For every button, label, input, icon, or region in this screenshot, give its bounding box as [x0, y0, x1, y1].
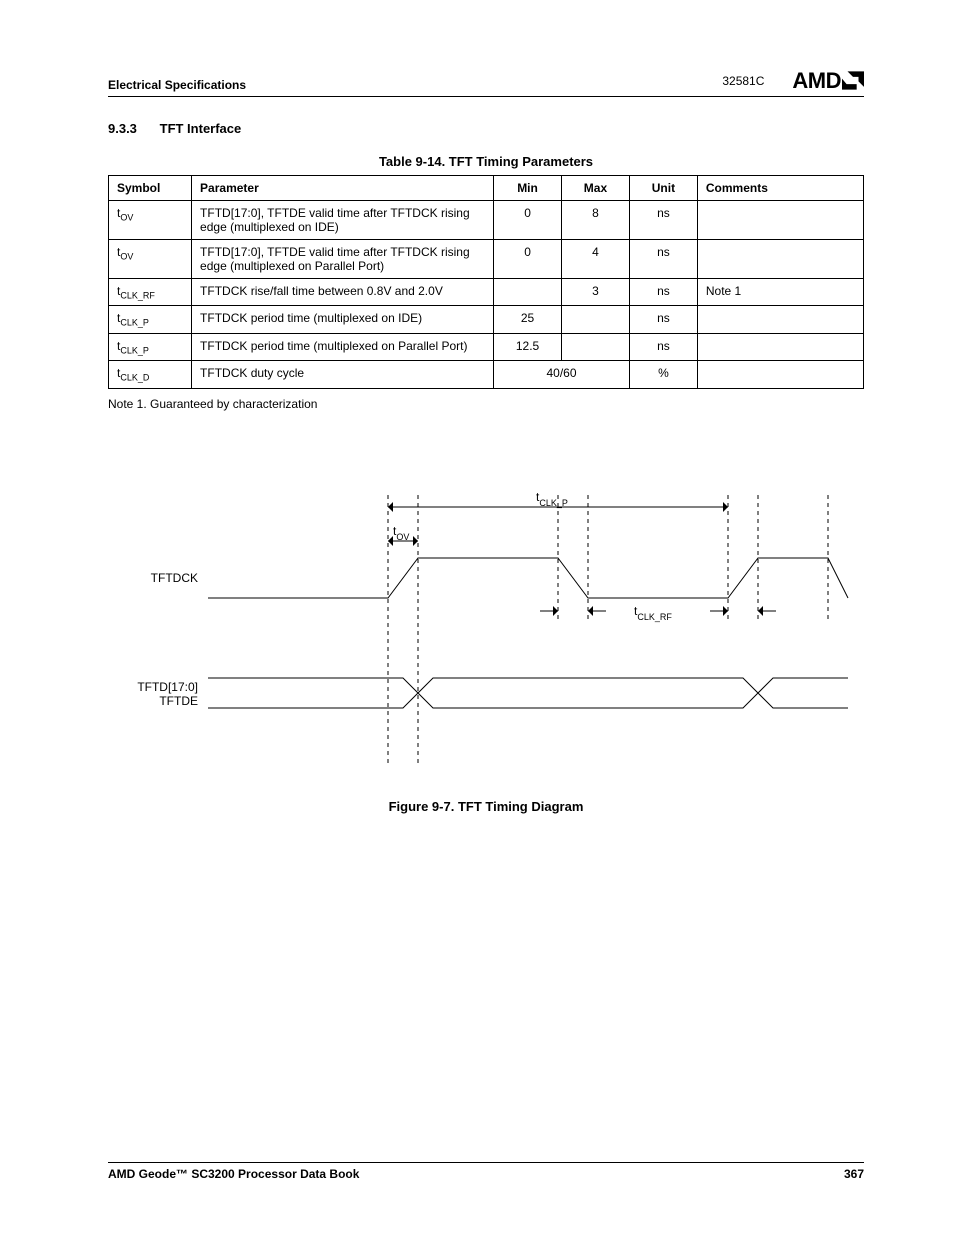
- min-cell: 12.5: [494, 333, 562, 360]
- parameter-cell: TFTDCK rise/fall time between 0.8V and 2…: [192, 279, 494, 306]
- table-header-cell: Unit: [629, 176, 697, 201]
- max-cell: 4: [562, 240, 630, 279]
- table-note: Note 1. Guaranteed by characterization: [108, 397, 864, 411]
- comments-cell: Note 1: [697, 279, 863, 306]
- table-row: tCLK_RFTFTDCK rise/fall time between 0.8…: [109, 279, 864, 306]
- svg-text:tCLK_RF: tCLK_RF: [634, 604, 672, 622]
- footer-page-number: 367: [844, 1167, 864, 1181]
- parameter-cell: TFTDCK duty cycle: [192, 361, 494, 388]
- timing-diagram-svg: tCLK_P tOV tCLK_RF TFTDCK TFTD[17:0]TFTDE: [108, 463, 864, 783]
- symbol-cell: tOV: [109, 240, 192, 279]
- svg-text:TFTDCK: TFTDCK: [151, 571, 198, 585]
- timing-table: SymbolParameterMinMaxUnitComments tOVTFT…: [108, 175, 864, 389]
- amd-arrow-icon: [842, 71, 864, 90]
- comments-cell: [697, 306, 863, 333]
- section-heading: 9.3.3 TFT Interface: [108, 121, 864, 136]
- table-row: tCLK_PTFTDCK period time (multiplexed on…: [109, 333, 864, 360]
- unit-cell: ns: [629, 279, 697, 306]
- unit-cell: %: [629, 361, 697, 388]
- svg-text:tCLK_P: tCLK_P: [536, 490, 568, 508]
- comments-cell: [697, 240, 863, 279]
- unit-cell: ns: [629, 240, 697, 279]
- amd-logo: AMD: [792, 70, 864, 92]
- comments-cell: [697, 201, 863, 240]
- table-header-cell: Max: [562, 176, 630, 201]
- table-row: tCLK_PTFTDCK period time (multiplexed on…: [109, 306, 864, 333]
- symbol-cell: tCLK_D: [109, 361, 192, 388]
- figure-caption: Figure 9-7. TFT Timing Diagram: [108, 799, 864, 814]
- parameter-cell: TFTDCK period time (multiplexed on IDE): [192, 306, 494, 333]
- table-header-cell: Comments: [697, 176, 863, 201]
- symbol-cell: tCLK_RF: [109, 279, 192, 306]
- symbol-cell: tOV: [109, 201, 192, 240]
- svg-text:TFTD[17:0]: TFTD[17:0]: [137, 680, 198, 694]
- table-caption: Table 9-14. TFT Timing Parameters: [108, 154, 864, 169]
- svg-text:TFTDE: TFTDE: [159, 694, 198, 708]
- section-title: TFT Interface: [160, 121, 242, 136]
- min-cell: 0: [494, 201, 562, 240]
- comments-cell: [697, 361, 863, 388]
- footer-left: AMD Geode™ SC3200 Processor Data Book: [108, 1167, 359, 1181]
- header-right: 32581C AMD: [722, 70, 864, 92]
- svg-text:tOV: tOV: [393, 524, 409, 542]
- comments-cell: [697, 333, 863, 360]
- parameter-cell: TFTD[17:0], TFTDE valid time after TFTDC…: [192, 240, 494, 279]
- table-header-row: SymbolParameterMinMaxUnitComments: [109, 176, 864, 201]
- table-row: tOVTFTD[17:0], TFTDE valid time after TF…: [109, 201, 864, 240]
- symbol-cell: tCLK_P: [109, 306, 192, 333]
- parameter-cell: TFTDCK period time (multiplexed on Paral…: [192, 333, 494, 360]
- header-left: Electrical Specifications: [108, 78, 246, 92]
- symbol-cell: tCLK_P: [109, 333, 192, 360]
- min-cell: 25: [494, 306, 562, 333]
- timing-diagram: tCLK_P tOV tCLK_RF TFTDCK TFTD[17:0]TFTDE: [108, 463, 864, 783]
- page-header: Electrical Specifications 32581C AMD: [108, 70, 864, 97]
- max-cell: [562, 333, 630, 360]
- max-cell: 8: [562, 201, 630, 240]
- section-number: 9.3.3: [108, 121, 156, 136]
- max-cell: [562, 306, 630, 333]
- unit-cell: ns: [629, 201, 697, 240]
- table-header-cell: Parameter: [192, 176, 494, 201]
- table-header-cell: Symbol: [109, 176, 192, 201]
- amd-logo-text: AMD: [792, 68, 841, 93]
- unit-cell: ns: [629, 306, 697, 333]
- table-row: tCLK_DTFTDCK duty cycle40/60%: [109, 361, 864, 388]
- table-row: tOVTFTD[17:0], TFTDE valid time after TF…: [109, 240, 864, 279]
- min-cell: 0: [494, 240, 562, 279]
- header-docnum: 32581C: [722, 74, 764, 88]
- table-header-cell: Min: [494, 176, 562, 201]
- page-footer: AMD Geode™ SC3200 Processor Data Book 36…: [108, 1162, 864, 1181]
- minmax-cell: 40/60: [494, 361, 630, 388]
- min-cell: [494, 279, 562, 306]
- parameter-cell: TFTD[17:0], TFTDE valid time after TFTDC…: [192, 201, 494, 240]
- unit-cell: ns: [629, 333, 697, 360]
- max-cell: 3: [562, 279, 630, 306]
